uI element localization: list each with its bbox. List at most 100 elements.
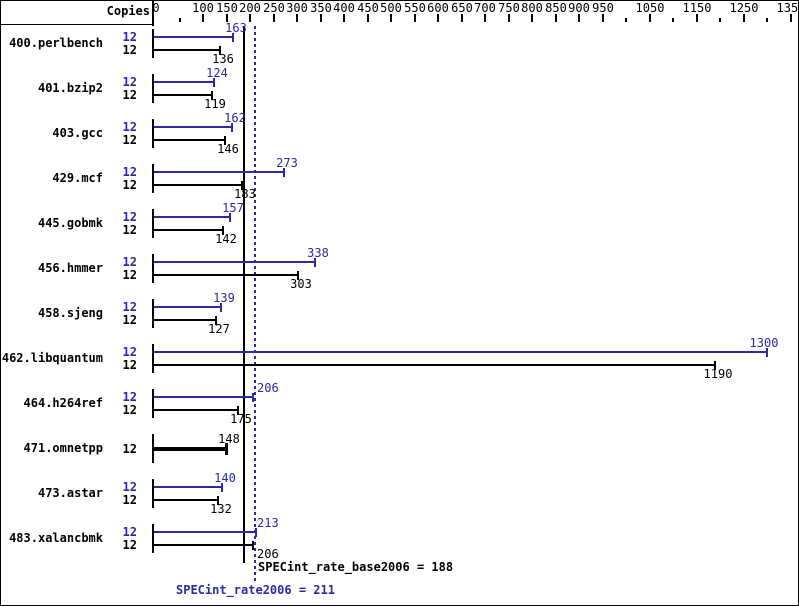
copies-label: 12: [122, 345, 137, 359]
group-bracket: [152, 254, 154, 283]
axis-tick-label: 700: [474, 1, 496, 15]
benchmark-label: 462.libquantum: [1, 351, 103, 365]
base-bar: [154, 94, 212, 96]
axis-tick-label: 150: [216, 1, 238, 15]
peak-bar: [154, 351, 767, 353]
group-bracket: [152, 164, 154, 193]
peak-value-label: 273: [276, 156, 298, 170]
bar-end-tick: [213, 78, 215, 87]
axis-tick: [578, 14, 580, 22]
base-value-label: 148: [218, 432, 240, 446]
group-bracket: [152, 119, 154, 148]
bar-end-tick: [252, 541, 254, 550]
copies-label: 12: [122, 480, 137, 494]
benchmark-label: 458.sjeng: [37, 306, 103, 320]
group-bracket: [152, 344, 154, 373]
copies-label: 12: [122, 30, 137, 44]
copies-label: 12: [122, 223, 137, 237]
benchmark-label: 401.bzip2: [37, 81, 103, 95]
axis-tick-label: 300: [286, 1, 308, 15]
peak-bar: [154, 486, 222, 488]
axis-tick: [390, 14, 392, 22]
group-bracket: [152, 299, 154, 328]
peak-bar: [154, 81, 214, 83]
peak-value-label: 157: [222, 201, 244, 215]
spec-base-summary: SPECint_rate_base2006 = 188: [258, 560, 454, 574]
axis-tick-label: 950: [592, 1, 614, 15]
copies-label: 12: [122, 178, 137, 192]
copies-label: 12: [122, 538, 137, 552]
base-value-label: 132: [210, 502, 232, 516]
copies-label: 12: [122, 88, 137, 102]
peak-bar: [154, 216, 230, 218]
bar-end-tick: [255, 528, 257, 537]
peak-bar: [154, 36, 233, 38]
base-bar: [154, 319, 216, 321]
group-bracket: [152, 434, 154, 463]
base-mean-reference-line: [243, 26, 245, 563]
copies-label: 12: [122, 165, 137, 179]
peak-value-label: 213: [257, 516, 279, 530]
axis-tick: [508, 14, 510, 22]
axis-tick-label: 650: [451, 1, 473, 15]
group-bracket: [152, 29, 154, 58]
copies-label: 12: [122, 255, 137, 269]
peak-bar: [154, 126, 232, 128]
benchmark-label: 445.gobmk: [37, 216, 103, 230]
base-bar: [154, 184, 242, 186]
bar-end-tick: [241, 181, 243, 190]
bar-end-tick: [220, 303, 222, 312]
base-value-label: 175: [230, 412, 252, 426]
group-bracket: [152, 389, 154, 418]
axis-tick: [320, 14, 322, 22]
axis-tick: [367, 14, 369, 22]
bar-end-tick: [225, 443, 228, 455]
peak-bar: [154, 531, 256, 533]
benchmark-label: 429.mcf: [52, 171, 103, 185]
bar-end-tick: [252, 393, 254, 402]
copies-label: 12: [122, 525, 137, 539]
copies-label: 12: [122, 390, 137, 404]
axis-tick-label: 200: [239, 1, 261, 15]
axis-tick-label: 350: [310, 1, 332, 15]
base-value-label: 119: [204, 97, 226, 111]
peak-value-label: 162: [224, 111, 246, 125]
axis-tick: [696, 14, 698, 22]
copies-label: 12: [122, 210, 137, 224]
base-bar: [154, 49, 220, 51]
bar-end-tick: [221, 483, 223, 492]
peak-bar: [154, 306, 221, 308]
copies-column-header: Copies: [106, 4, 150, 18]
benchmark-label: 464.h264ref: [23, 396, 103, 410]
copies-label: 12: [122, 313, 137, 327]
copies-label: 12: [122, 403, 137, 417]
copies-label: 12: [122, 442, 137, 456]
peak-bar: [154, 396, 253, 398]
base-value-label: 206: [257, 547, 279, 561]
bar-end-tick: [217, 496, 219, 505]
axis-minor-tick: [766, 18, 768, 22]
peak-value-label: 1300: [749, 336, 779, 350]
axis-tick: [296, 14, 298, 22]
axis-tick: [249, 14, 251, 22]
axis-tick-label: 400: [333, 1, 355, 15]
axis-tick: [461, 14, 463, 22]
bar-end-tick: [224, 136, 226, 145]
base-value-label: 136: [212, 52, 234, 66]
axis-tick-label: 900: [568, 1, 590, 15]
axis-tick-label: 1250: [729, 1, 759, 15]
base-bar: [154, 139, 225, 141]
base-value-label: 1190: [703, 367, 733, 381]
peak-bar: [154, 171, 284, 173]
benchmark-label: 403.gcc: [52, 126, 103, 140]
base-value-label: 183: [234, 187, 256, 201]
base-value-label: 127: [208, 322, 230, 336]
peak-mean-reference-line: [254, 26, 256, 584]
copies-label: 12: [122, 358, 137, 372]
axis-tick: [202, 14, 204, 22]
benchmark-label: 473.astar: [37, 486, 103, 500]
bar-end-tick: [314, 258, 316, 267]
bar-end-tick: [237, 406, 239, 415]
axis-minor-tick: [179, 18, 181, 22]
